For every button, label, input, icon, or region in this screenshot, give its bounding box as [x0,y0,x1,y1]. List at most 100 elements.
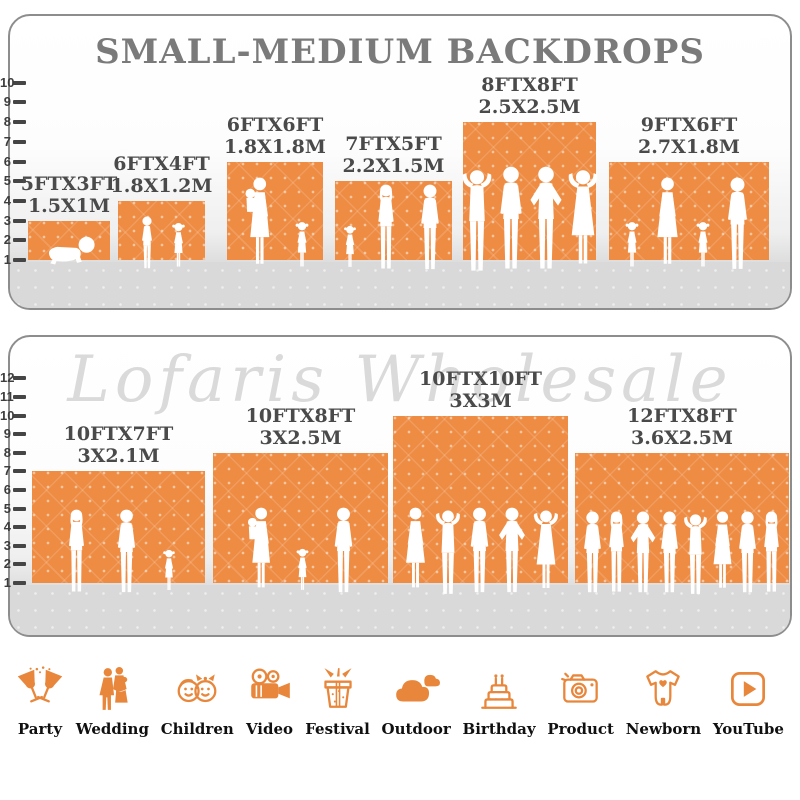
size-m-text: 3X3M [449,389,512,412]
category-outdoor: Outdoor [382,655,451,738]
category-children: Children [161,655,234,738]
backdrop-size-label: 12FTX8FT 3.6X2.5M [627,405,737,449]
people-silhouettes [575,511,789,595]
people-silhouettes [37,233,101,265]
size-ft-text: 12FTX8FT [627,404,737,427]
backdrop-10ftx10ft [393,415,568,583]
category-label: Video [245,720,294,738]
size-m-text: 1.5X1M [27,194,111,217]
category-label: Children [160,720,234,738]
ruler-number: 7 [3,463,11,479]
category-icon-box [173,655,221,713]
ruler-number: 3 [3,212,11,228]
ruler-number: 1 [3,252,11,267]
backdrop-5ftx3ft [28,220,110,260]
person-silhouette-baby [37,233,101,265]
category-newborn: Newborn [626,655,701,738]
ruler-number: 4 [3,192,11,208]
people-silhouettes [452,166,607,272]
category-icon-box [557,655,605,713]
category-label: Product [547,720,614,738]
size-m-text: 3X2.5M [259,426,342,449]
backdrop-6ftx6ft [227,161,323,261]
ruler-tick [13,238,26,243]
ruler-tick [13,488,26,492]
backdrop-size-label: 5FTX3FT 1.5X1M [21,173,117,217]
category-row: Party Wedding Children Video Festival Outdoor… [0,655,800,738]
person-silhouette-man [718,177,758,272]
category-icon-box [639,655,687,713]
category-wedding: Wedding [76,655,149,738]
size-ft-text: 8FTX8FT [481,74,578,97]
category-label: YouTube [712,720,784,738]
backdrop-7ftx5ft [335,181,452,260]
backdrop-size-label: 10FTX10FT 3X3M [419,368,542,412]
category-product: Product [547,655,614,738]
ruler-tick [13,198,26,203]
backdrop-size-label: 7FTX5FT 2.2X1.5M [343,133,445,177]
people-silhouettes [621,177,758,272]
outdoor-icon [392,665,440,713]
ruler-tick [13,159,26,164]
ruler-number: 1 [3,575,11,590]
ruler-tick [13,450,26,455]
backdrop-6ftx4ft [118,200,205,260]
size-m-text: 1.8X1.2M [110,174,213,197]
person-silhouette-girl [692,220,715,272]
people-silhouettes [58,509,179,595]
ruler-number: 9 [3,94,11,110]
size-ft-text: 10FTX8FT [245,404,356,427]
category-birthday: Birthday [463,655,536,738]
ruler-tick [13,525,26,530]
ruler-number: 8 [3,444,11,460]
size-m-text: 1.8X1.8M [224,135,326,158]
size-m-text: 3X2.1M [77,445,160,468]
panel-content: SMALL-MEDIUM BACKDROPS 5FTX3FT 1.5X1M 6FTX… [10,16,790,308]
backdrop-size-label: 6FTX4FT 1.8X1.2M [111,153,213,197]
ruler-tick [13,581,26,585]
ruler-number: 7 [3,133,11,149]
backdrop-size-label: 10FTX8FT 3X2.5M [246,405,356,449]
person-silhouette-boy [134,215,159,272]
ruler-tick [13,120,26,125]
ruler-number: 2 [3,556,11,572]
category-icon-box [246,655,294,713]
category-label: Party [17,720,63,738]
person-silhouette-girl [291,220,314,272]
ruler-number: 11 [0,389,14,404]
person-silhouette-woman [367,184,404,272]
children-icon [173,665,221,713]
size-m-text: 2.5X2.5M [478,96,581,119]
backdrop-8ftx8ft [463,122,596,260]
ruler-tick [13,100,26,105]
backdrop-size-label: 9FTX6FT 2.7X1.8M [638,114,740,158]
category-festival: Festival [305,655,370,738]
ruler-number: 3 [3,537,11,553]
newborn-icon [639,665,687,713]
person-silhouette-man [108,509,144,595]
person-silhouette-woman-dress [647,177,689,272]
festival-icon [314,665,362,713]
ruler-number: 4 [3,519,11,535]
backdrop-12ftx8ft [575,452,789,583]
floor-area [10,262,790,308]
ruler-number: 9 [3,426,11,442]
person-silhouette-woman-baby [240,507,280,595]
video-icon [246,665,294,713]
category-label: Newborn [625,720,702,738]
ruler-tick [13,376,26,381]
ruler-tick [13,543,26,548]
category-label: Festival [305,720,370,738]
panel-title: SMALL-MEDIUM BACKDROPS [95,32,705,72]
category-video: Video [246,655,294,738]
size-ft-text: 6FTX6FT [226,113,324,136]
size-m-text: 2.7X1.8M [638,135,740,158]
people-silhouettes [240,507,362,595]
ruler-number: 10 [0,74,15,90]
party-icon [16,665,64,713]
backdrop-size-label: 10FTX7FT 3X2.1M [64,423,174,467]
ruler-tick [13,258,26,262]
ruler-tick [13,432,26,437]
person-silhouette-man [411,184,448,272]
